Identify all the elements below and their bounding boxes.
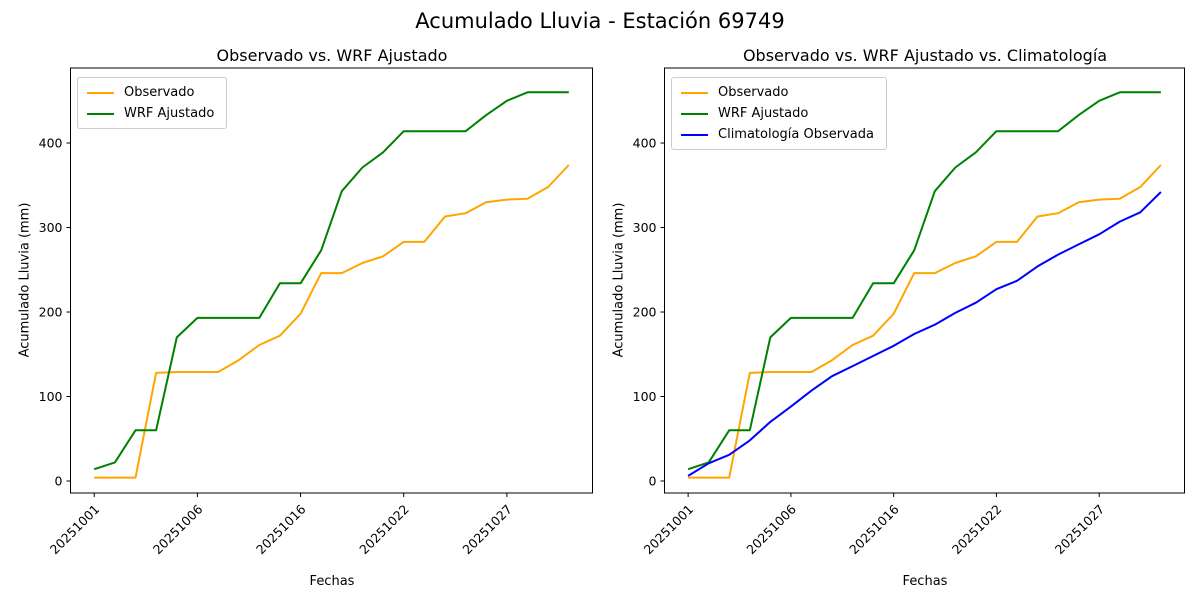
figure-title: Acumulado Lluvia - Estación 69749 [415,9,785,33]
x-tick-label: 20251016 [253,501,309,557]
subplot-2-xlabel: Fechas [902,574,948,589]
x-tick-label: 20251027 [459,502,515,558]
x-tick-label: 20251006 [743,501,799,557]
x-tick-label: 20251022 [949,502,1005,558]
legend-label: WRF Ajustado [718,106,809,121]
y-tick-label: 200 [39,305,63,320]
subplot-1-ylabel: Acumulado Lluvia (mm) [17,202,33,358]
series-line-wrf-ajustado [687,91,1161,471]
y-tick-label: 0 [649,474,657,489]
series-line-observado [688,164,1162,479]
legend-line-swatch [681,133,708,136]
y-tick-label: 300 [633,220,657,235]
subplot-1-xlabel: Fechas [309,574,355,589]
x-tick-label: 20251001 [641,502,697,558]
legend-item-wrf-ajustado: WRF Ajustado [681,106,874,121]
series-line-observado [94,164,570,479]
subplot-2-ylabel: Acumulado Lluvia (mm) [611,202,627,358]
axes-spines [664,67,1185,494]
series-line-wrf-ajustado [93,91,569,471]
x-tick-label: 20251001 [47,502,103,558]
subplot-2-legend: Observado WRF Ajustado Climatología Observ… [671,77,887,150]
series-line-climatolog-a-observada [687,191,1162,477]
axes-spines [70,67,593,494]
y-tick-label: 100 [39,389,63,404]
x-tick-label: 20251027 [1052,502,1108,558]
legend-line-swatch [87,91,114,94]
legend-label: WRF Ajustado [124,106,215,121]
x-tick-label: 20251022 [356,502,412,558]
x-tick-label: 20251016 [846,501,902,557]
legend-label: Observado [124,85,195,100]
y-tick-label: 200 [633,305,657,320]
legend-item-climatolog-a-observada: Climatología Observada [681,127,874,142]
legend-line-swatch [87,112,114,115]
legend-item-wrf-ajustado: WRF Ajustado [87,106,214,121]
legend-label: Climatología Observada [718,127,874,142]
y-tick-label: 0 [55,474,63,489]
legend-line-swatch [681,112,708,115]
y-tick-label: 400 [39,136,63,151]
legend-item-observado: Observado [87,85,214,100]
subplot-1-title: Observado vs. WRF Ajustado [216,46,448,65]
subplot-2-title: Observado vs. WRF Ajustado vs. Climatolo… [742,46,1108,65]
y-tick-label: 400 [633,136,657,151]
legend-label: Observado [718,85,789,100]
x-tick-label: 20251006 [150,501,206,557]
legend-item-observado: Observado [681,85,874,100]
y-tick-label: 100 [633,389,657,404]
y-tick-label: 300 [39,220,63,235]
legend-line-swatch [681,91,708,94]
subplot-1-legend: Observado WRF Ajustado [77,77,228,129]
